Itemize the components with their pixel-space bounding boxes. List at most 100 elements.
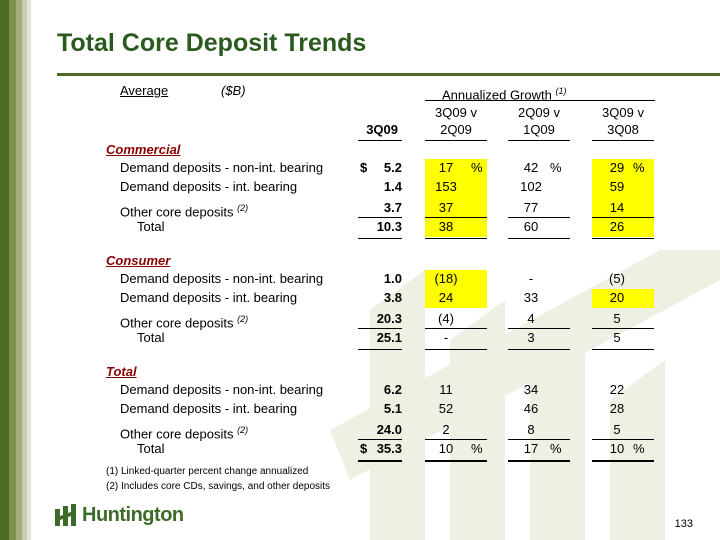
total-rule-c-2 [592, 439, 654, 440]
bottom-rule-a-1 [425, 349, 487, 350]
row-label-text: Demand deposits - int. bearing [120, 179, 298, 194]
row-value: 6.2 [383, 382, 402, 397]
row-label: Demand deposits - non-int. bearing [120, 160, 323, 176]
header-rule-3q09 [358, 140, 402, 141]
row-label-text: Demand deposits - non-int. bearing [120, 160, 324, 175]
row-growth-c: 20 [609, 290, 625, 305]
row-growth-a-pct: % [471, 160, 483, 175]
header-col-a-line2: 2Q09 [440, 122, 472, 137]
section-title-1: Consumer [106, 253, 171, 268]
row-growth-c: 29 [609, 160, 625, 175]
left-stripe-5 [27, 0, 31, 540]
left-stripe-2 [9, 0, 16, 540]
header-growth-rule [425, 100, 655, 101]
row-growth-b: 4 [527, 311, 535, 326]
bottom-rule-b-2 [508, 460, 570, 462]
row-label-text: Other core deposits [120, 315, 234, 331]
header-col-c-line1: 3Q09 v [602, 105, 644, 120]
header-col-b-line2: 1Q09 [523, 122, 555, 137]
row-label-note: (2) [237, 203, 249, 213]
header-annualized-growth: Annualized Growth (1) [442, 83, 566, 103]
total-rule-value-1 [358, 328, 402, 329]
total-rule-c-0 [592, 217, 654, 218]
row-growth-a: 11 [439, 382, 453, 397]
header-col-b-line1: 2Q09 v [518, 105, 560, 120]
row-label-text: Demand deposits - int. bearing [120, 290, 298, 305]
row-value: 25.1 [376, 330, 402, 345]
row-growth-c: 26 [609, 219, 625, 234]
row-growth-b: 8 [527, 422, 535, 437]
row-growth-a-pct: % [471, 441, 483, 456]
row-growth-b: 34 [523, 382, 539, 397]
row-growth-b: 3 [527, 330, 535, 345]
bottom-rule-c-0 [592, 238, 654, 239]
header-rule-c [592, 140, 654, 141]
row-value: 20.3 [376, 311, 402, 326]
header-rule-a [425, 140, 487, 141]
left-stripe-1 [0, 0, 9, 540]
footnote-2: (2) Includes core CDs, savings, and othe… [106, 481, 330, 492]
row-growth-c: 28 [609, 401, 625, 416]
row-growth-a: 10 [438, 441, 454, 456]
row-growth-a: 24 [438, 290, 454, 305]
header-rule-b [508, 140, 570, 141]
total-rule-b-1 [508, 328, 570, 329]
header-unit: ($B) [221, 83, 246, 98]
row-value: 10.3 [376, 219, 402, 234]
bottom-rule-a-2 [425, 460, 487, 462]
row-growth-c: 10 [609, 441, 625, 456]
bottom-rule-value-0 [358, 238, 402, 239]
row-value: 1.0 [383, 271, 402, 286]
header-average: Average [120, 83, 169, 98]
page-number: 133 [674, 518, 693, 530]
row-growth-b-pct: % [550, 441, 562, 456]
row-label: Demand deposits - int. bearing [120, 401, 297, 417]
row-growth-a: 17 [438, 160, 454, 175]
row-dollar: $ [360, 160, 368, 175]
row-growth-b-pct: % [550, 160, 562, 175]
row-label: Demand deposits - int. bearing [120, 179, 297, 195]
row-growth-c: (5) [609, 271, 625, 286]
total-rule-a-0 [425, 217, 487, 218]
row-label: Other core deposits (2) [120, 422, 248, 442]
row-label: Demand deposits - non-int. bearing [120, 382, 323, 398]
row-value: 35.3 [376, 441, 402, 456]
row-growth-c: 14 [609, 200, 625, 215]
row-label: Demand deposits - int. bearing [120, 290, 297, 306]
row-label-text: Total [137, 330, 165, 345]
row-value: 24.0 [376, 422, 402, 437]
row-growth-c-pct: % [633, 441, 645, 456]
total-rule-b-0 [508, 217, 570, 218]
row-label: Total [137, 219, 164, 235]
total-rule-value-2 [358, 439, 402, 440]
header-col-c-line2: 3Q08 [607, 122, 639, 137]
row-value: 5.2 [383, 160, 402, 175]
row-value: 3.8 [383, 290, 402, 305]
footnote-1: (1) Linked-quarter percent change annual… [106, 466, 309, 477]
logo-text: Huntington [82, 503, 184, 526]
row-growth-b: 33 [523, 290, 539, 305]
bottom-rule-a-0 [425, 238, 487, 239]
row-growth-a: (18) [434, 271, 458, 286]
highlight-2 [425, 270, 487, 289]
bottom-rule-b-1 [508, 349, 570, 350]
row-value: 5.1 [383, 401, 402, 416]
row-growth-b: 102 [520, 179, 542, 194]
row-growth-a: (4) [438, 311, 454, 326]
left-stripe-4 [22, 0, 27, 540]
row-growth-c: 5 [613, 311, 621, 326]
header-col-3q09: 3Q09 [366, 122, 398, 137]
row-label-text: Demand deposits - non-int. bearing [120, 271, 324, 286]
row-label-note: (2) [237, 314, 249, 324]
row-label: Total [137, 441, 164, 457]
bottom-rule-value-1 [358, 349, 402, 350]
row-label-text: Other core deposits [120, 204, 234, 220]
row-growth-a: 38 [438, 219, 454, 234]
row-label: Total [137, 330, 164, 346]
row-growth-b: 17 [523, 441, 539, 456]
row-growth-a: 37 [438, 200, 454, 215]
total-rule-a-2 [425, 439, 487, 440]
total-rule-a-1 [425, 328, 487, 329]
row-growth-b: 60 [523, 219, 539, 234]
highlight-1 [592, 159, 654, 237]
